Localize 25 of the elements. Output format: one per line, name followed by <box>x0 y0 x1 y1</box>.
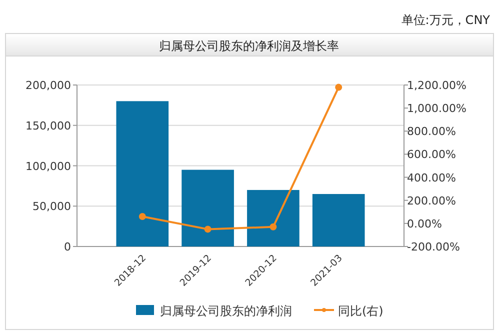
y-tick-label: 200,000 <box>26 79 71 92</box>
y2-tick-label: 400.00% <box>407 171 456 184</box>
bar <box>116 101 169 246</box>
legend-label: 归属母公司股东的净利润 <box>160 304 292 318</box>
text: 单位:万元，CNY <box>401 13 491 27</box>
point <box>138 213 146 220</box>
y2-tick-label: 600.00% <box>407 148 456 162</box>
y2-tick-label: 200.00% <box>407 194 456 208</box>
y2-tick-label: -200.00% <box>407 240 460 254</box>
legend-label: 同比(右) <box>338 304 384 318</box>
y2-tick-label: 1,200.00% <box>407 79 466 92</box>
point <box>270 223 277 230</box>
bar <box>247 190 300 246</box>
bar <box>182 170 234 246</box>
point <box>204 226 212 233</box>
chart-title: 归属母公司股东的净利润及增长率 <box>159 39 339 53</box>
y2-tick-label: 0.00% <box>407 217 442 230</box>
y2-tick-label: 1,000.00% <box>407 102 466 116</box>
bar <box>312 194 365 246</box>
y-tick-label: 100,000 <box>26 160 71 173</box>
y2-tick-label: 800.00% <box>407 125 456 138</box>
y-tick-label: 50,000 <box>32 200 71 214</box>
y-tick-label: 150,000 <box>26 119 71 132</box>
point <box>335 84 342 91</box>
y-tick-label: 0 <box>64 240 71 254</box>
